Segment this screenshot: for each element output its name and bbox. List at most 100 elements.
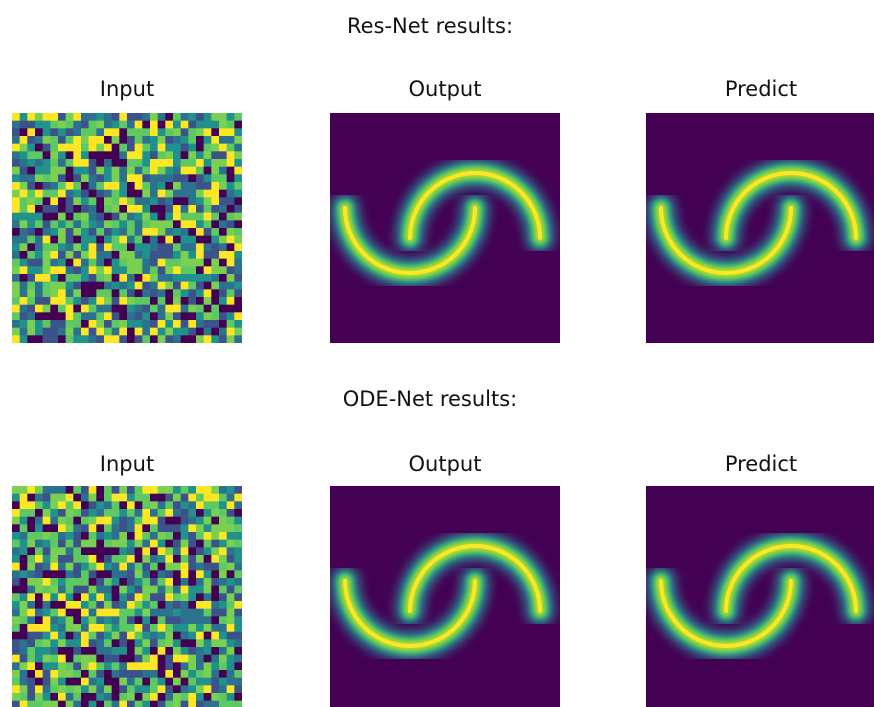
pixel [227, 586, 235, 594]
pixel [204, 616, 212, 624]
pixel [35, 136, 43, 144]
pixel [66, 289, 74, 297]
pixel [12, 335, 20, 343]
pixel [81, 220, 89, 228]
pixel [142, 685, 150, 693]
pixel [219, 540, 227, 548]
pixel [219, 128, 227, 136]
pixel [234, 609, 242, 617]
pixel [73, 259, 81, 267]
pixel [12, 305, 20, 313]
pixel [227, 494, 235, 502]
pixel [20, 693, 28, 701]
pixel [211, 601, 219, 609]
pixel [50, 578, 58, 586]
pixel [96, 494, 104, 502]
pixel [158, 693, 166, 701]
pixel [158, 312, 166, 320]
pixel [27, 555, 35, 563]
pixel [73, 555, 81, 563]
pixel [204, 685, 212, 693]
pixel [219, 632, 227, 640]
pixel [181, 297, 189, 305]
pixel [112, 228, 120, 236]
pixel [12, 297, 20, 305]
pixel [165, 601, 173, 609]
pixel [73, 593, 81, 601]
pixel [104, 662, 112, 670]
pixel [181, 305, 189, 313]
pixel [50, 144, 58, 152]
pixel [135, 197, 143, 205]
pixel [165, 312, 173, 320]
pixel [58, 320, 66, 328]
pixel [89, 274, 97, 282]
pixel [35, 113, 43, 121]
pixel [219, 182, 227, 190]
pixel [43, 555, 51, 563]
pixel [127, 205, 135, 213]
pixel [211, 639, 219, 647]
pixel [50, 616, 58, 624]
pixel [142, 159, 150, 167]
pixel [119, 243, 127, 251]
pixel [20, 312, 28, 320]
pixel [66, 151, 74, 159]
pixel [188, 320, 196, 328]
pixel [188, 486, 196, 494]
pixel [165, 693, 173, 701]
pixel [73, 624, 81, 632]
pixel [142, 586, 150, 594]
pixel [135, 609, 143, 617]
pixel [112, 509, 120, 517]
pixel [158, 593, 166, 601]
pixel [12, 197, 20, 205]
pixel [104, 632, 112, 640]
pixel [58, 655, 66, 663]
pixel [142, 190, 150, 198]
pixel [150, 243, 158, 251]
pixel [219, 220, 227, 228]
pixel [173, 555, 181, 563]
pixel [89, 524, 97, 532]
pixel [58, 151, 66, 159]
pixel [112, 243, 120, 251]
pixel [73, 563, 81, 571]
pixel [96, 228, 104, 236]
pixel [204, 228, 212, 236]
pixel [66, 563, 74, 571]
pixel [50, 586, 58, 594]
pixel [73, 486, 81, 494]
pixel [196, 136, 204, 144]
pixel [27, 220, 35, 228]
pixel [150, 547, 158, 555]
pixel [150, 678, 158, 686]
pixel [104, 251, 112, 259]
pixel [50, 128, 58, 136]
pixel [150, 190, 158, 198]
pixel [196, 128, 204, 136]
pixel [234, 639, 242, 647]
pixel [35, 190, 43, 198]
pixel [81, 128, 89, 136]
pixel [211, 266, 219, 274]
pixel [181, 578, 189, 586]
pixel [89, 159, 97, 167]
pixel [135, 570, 143, 578]
pixel [58, 701, 66, 707]
pixel [73, 251, 81, 259]
pixel [135, 182, 143, 190]
pixel [50, 251, 58, 259]
pixel [142, 678, 150, 686]
pixel [165, 563, 173, 571]
pixel [234, 655, 242, 663]
pixel [227, 524, 235, 532]
pixel [50, 228, 58, 236]
pixel [150, 501, 158, 509]
pixel [96, 624, 104, 632]
pixel [165, 228, 173, 236]
pixel [66, 517, 74, 525]
pixel [12, 167, 20, 175]
pixel [96, 297, 104, 305]
pixel [96, 205, 104, 213]
